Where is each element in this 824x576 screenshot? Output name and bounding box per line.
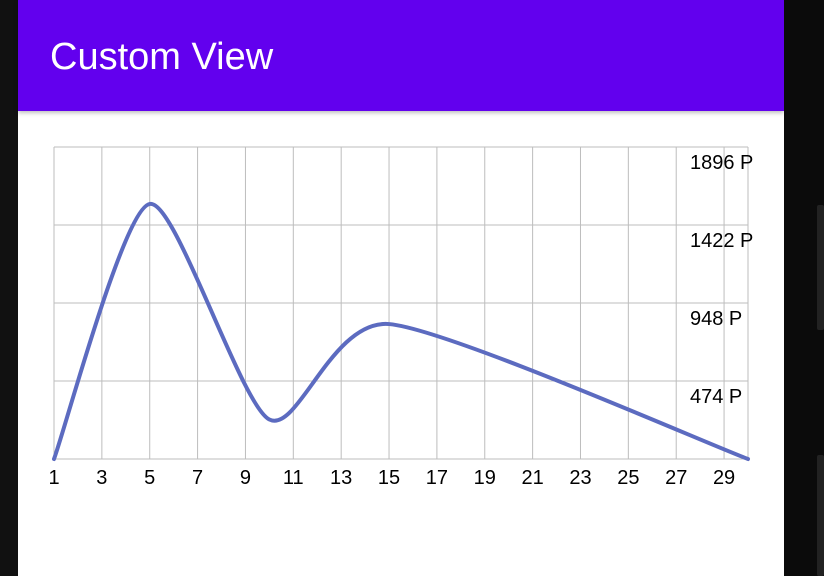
app-bar: Custom View [18, 0, 784, 111]
x-tick-label: 11 [283, 467, 304, 489]
power-button [817, 455, 824, 576]
x-tick-label: 21 [521, 467, 543, 489]
x-tick-label: 3 [96, 467, 107, 489]
phone-bezel-left [0, 0, 18, 576]
x-axis-ticks: 1 3 5 7 9 11 13 15 17 19 21 23 25 27 29 [48, 467, 735, 489]
app-screen: Custom View 1 3 5 7 9 11 13 15 17 19 21 23 25 27 29 47… [18, 0, 784, 576]
x-tick-label: 13 [330, 467, 352, 489]
y-axis-ticks: 474 P 948 P 1422 P 1896 P [690, 152, 753, 408]
phone-bezel-right [784, 0, 824, 576]
y-tick-label: 474 P [690, 386, 742, 408]
y-tick-label: 948 P [690, 308, 742, 330]
y-tick-label: 1896 P [690, 152, 753, 174]
volume-button [817, 205, 824, 330]
series-line [52, 201, 750, 461]
x-tick-label: 25 [617, 467, 639, 489]
x-tick-label: 15 [378, 467, 400, 489]
chart-grid [53, 146, 749, 460]
x-tick-label: 9 [240, 467, 251, 489]
y-tick-label: 1422 P [690, 230, 753, 252]
x-tick-label: 7 [192, 467, 203, 489]
x-tick-label: 23 [569, 467, 591, 489]
x-tick-label: 27 [665, 467, 687, 489]
x-tick-label: 1 [48, 467, 59, 489]
x-tick-label: 5 [144, 467, 155, 489]
x-tick-label: 17 [426, 467, 448, 489]
x-tick-label: 29 [713, 467, 735, 489]
x-tick-label: 19 [474, 467, 496, 489]
app-bar-title: Custom View [50, 36, 274, 78]
